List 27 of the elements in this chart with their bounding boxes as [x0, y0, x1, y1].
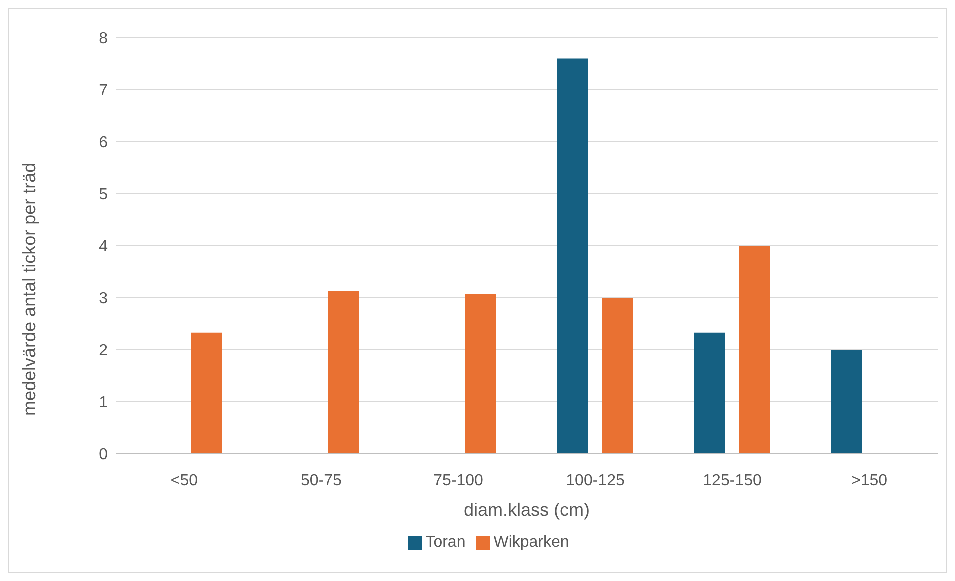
- y-axis-title: medelvärde antal tickor per träd: [19, 162, 40, 416]
- y-tick-label: 6: [99, 134, 108, 152]
- bar: [602, 298, 634, 454]
- bar: [831, 350, 862, 454]
- y-tick-label: 1: [99, 394, 108, 412]
- y-tick-label: 5: [99, 186, 108, 204]
- y-tick-label: 7: [99, 82, 108, 100]
- x-tick-label: <50: [170, 472, 198, 490]
- bar: [328, 291, 360, 454]
- legend-label: Toran: [426, 534, 466, 551]
- legend-label: Wikparken: [494, 534, 570, 551]
- x-tick-label: 75-100: [434, 472, 484, 490]
- y-tick-label: 8: [99, 30, 108, 48]
- x-tick-label: 50-75: [301, 472, 342, 490]
- bar: [694, 332, 726, 454]
- y-tick-label: 3: [99, 290, 108, 308]
- x-tick-label: >150: [851, 472, 888, 490]
- y-tick-label: 0: [99, 446, 108, 464]
- bar: [191, 332, 222, 454]
- x-axis-title: diam.klass (cm): [464, 500, 590, 520]
- y-tick-label: 4: [99, 238, 108, 256]
- x-tick-label: 100-125: [566, 472, 625, 490]
- x-tick-label: 125-150: [703, 472, 762, 490]
- bar: [465, 294, 496, 454]
- bar: [557, 58, 588, 454]
- bar: [739, 246, 770, 454]
- y-tick-label: 2: [99, 342, 108, 360]
